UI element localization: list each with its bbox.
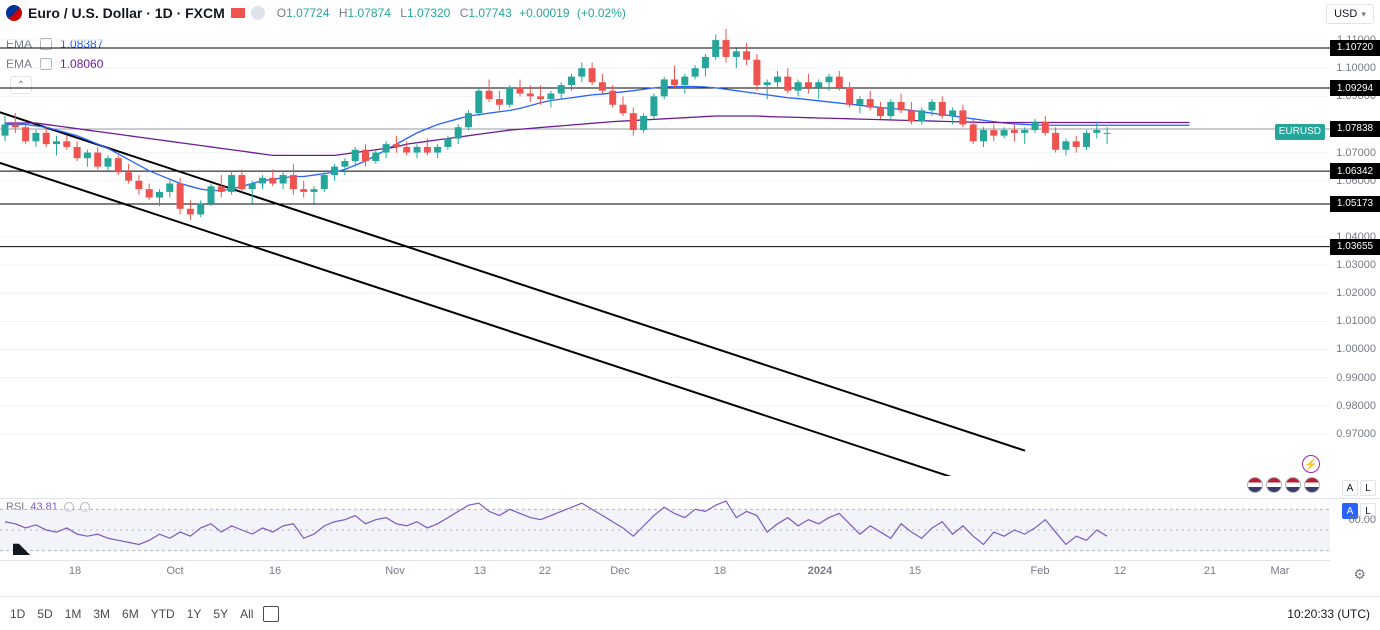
price-level-label: 1.09294 bbox=[1330, 80, 1380, 96]
settings-gear-icon[interactable]: ⚙ bbox=[1353, 566, 1366, 583]
range-1m[interactable]: 1M bbox=[65, 607, 82, 621]
currency-label: USD bbox=[1334, 8, 1357, 20]
range-3m[interactable]: 3M bbox=[93, 607, 110, 621]
price-tick: 1.02000 bbox=[1336, 287, 1376, 299]
flag-icon bbox=[231, 8, 245, 18]
auto-button[interactable]: A bbox=[1342, 480, 1358, 496]
log-button[interactable]: L bbox=[1360, 480, 1376, 496]
price-tick: 0.99000 bbox=[1336, 372, 1376, 384]
price-chart[interactable] bbox=[0, 26, 1330, 476]
price-level-label: 1.07838 bbox=[1330, 121, 1380, 137]
bolt-icon[interactable]: ⚡ bbox=[1302, 455, 1320, 473]
range-selector: 1D 5D 1M 3M 6M YTD 1Y 5Y All bbox=[10, 607, 253, 621]
event-icons: ⚡ bbox=[1247, 455, 1320, 493]
price-tick: 0.98000 bbox=[1336, 400, 1376, 412]
chart-mode-buttons: A L bbox=[1342, 480, 1376, 496]
price-tick: 1.03000 bbox=[1336, 259, 1376, 271]
price-level-label: 1.06342 bbox=[1330, 163, 1380, 179]
range-5y[interactable]: 5Y bbox=[213, 607, 228, 621]
time-tick: 22 bbox=[539, 565, 551, 577]
time-tick: 2024 bbox=[808, 565, 832, 577]
price-level-label: 1.10720 bbox=[1330, 40, 1380, 56]
chevron-down-icon: ▾ bbox=[1361, 9, 1366, 20]
time-tick: 18 bbox=[714, 565, 726, 577]
clock: 10:20:33 (UTC) bbox=[1287, 607, 1370, 621]
time-tick: 13 bbox=[474, 565, 486, 577]
range-ytd[interactable]: YTD bbox=[151, 607, 175, 621]
price-tick: 0.97000 bbox=[1336, 428, 1376, 440]
price-level-label: 1.05173 bbox=[1330, 196, 1380, 212]
rsi-panel[interactable]: RSI 43.81 bbox=[0, 498, 1330, 560]
calendar-icon[interactable] bbox=[263, 606, 279, 622]
time-tick: Dec bbox=[610, 565, 630, 577]
symbol-price-tag: EURUSD bbox=[1275, 124, 1325, 140]
chart-title[interactable]: Euro / U.S. Dollar · 1D · FXCM bbox=[28, 5, 225, 21]
time-tick: 21 bbox=[1204, 565, 1216, 577]
range-all[interactable]: All bbox=[240, 607, 253, 621]
time-tick: Nov bbox=[385, 565, 405, 577]
ohlc-readout: O1.07724 H1.07874 L1.07320 C1.07743 +0.0… bbox=[271, 6, 626, 20]
price-tick: 1.07000 bbox=[1336, 147, 1376, 159]
us-flag-icon[interactable] bbox=[1247, 477, 1263, 493]
rsi-tick: 60.00 bbox=[1348, 514, 1376, 526]
time-tick: 12 bbox=[1114, 565, 1126, 577]
price-level-label: 1.03655 bbox=[1330, 239, 1380, 255]
us-flag-icon[interactable] bbox=[1285, 477, 1301, 493]
price-axis[interactable]: 1.110001.100001.090001.070001.060001.040… bbox=[1330, 26, 1380, 476]
us-flag-icon[interactable] bbox=[1266, 477, 1282, 493]
time-tick: Oct bbox=[166, 565, 183, 577]
us-flag-icon[interactable] bbox=[1304, 477, 1320, 493]
price-tick: 1.10000 bbox=[1336, 62, 1376, 74]
time-tick: Feb bbox=[1031, 565, 1050, 577]
range-6m[interactable]: 6M bbox=[122, 607, 139, 621]
tradingview-logo: ▮◣ bbox=[12, 540, 28, 557]
compare-icon[interactable] bbox=[251, 6, 265, 20]
time-axis[interactable]: 18 Oct 16 Nov 13 22 Dec 18 2024 15 Feb 12 21 Mar bbox=[0, 560, 1330, 584]
time-tick: 15 bbox=[909, 565, 921, 577]
range-1y[interactable]: 1Y bbox=[187, 607, 202, 621]
time-tick: Mar bbox=[1271, 565, 1290, 577]
price-tick: 1.00000 bbox=[1336, 343, 1376, 355]
price-tick: 1.01000 bbox=[1336, 315, 1376, 327]
rsi-axis[interactable]: A L 60.00 bbox=[1330, 498, 1380, 560]
symbol-icon bbox=[6, 5, 22, 21]
time-tick: 16 bbox=[269, 565, 281, 577]
currency-selector[interactable]: USD ▾ bbox=[1326, 4, 1374, 24]
time-tick: 18 bbox=[69, 565, 81, 577]
range-1d[interactable]: 1D bbox=[10, 607, 25, 621]
range-5d[interactable]: 5D bbox=[37, 607, 52, 621]
